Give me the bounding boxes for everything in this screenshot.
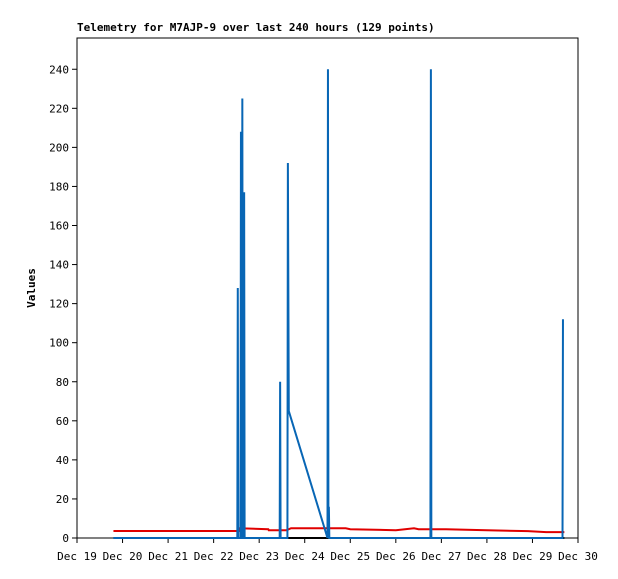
y-tick-label: 220 bbox=[49, 102, 69, 115]
x-tick-label: Dec 28 bbox=[467, 550, 507, 563]
chart-title: Telemetry for M7AJP-9 over last 240 hour… bbox=[77, 21, 435, 34]
y-axis-label: Values bbox=[25, 268, 38, 308]
x-tick-label: Dec 27 bbox=[421, 550, 461, 563]
y-tick-label: 40 bbox=[56, 454, 69, 467]
y-tick-label: 100 bbox=[49, 337, 69, 350]
y-tick-label: 180 bbox=[49, 180, 69, 193]
series-line bbox=[113, 69, 564, 539]
y-tick-label: 60 bbox=[56, 415, 69, 428]
x-tick-label: Dec 30 bbox=[558, 550, 598, 563]
x-tick-label: Dec 25 bbox=[330, 550, 370, 563]
x-tick-label: Dec 20 bbox=[103, 550, 143, 563]
x-tick-label: Dec 29 bbox=[513, 550, 553, 563]
x-tick-label: Dec 26 bbox=[376, 550, 416, 563]
x-tick-label: Dec 24 bbox=[285, 550, 325, 563]
x-tick-label: Dec 21 bbox=[148, 550, 188, 563]
y-tick-label: 0 bbox=[62, 532, 69, 545]
y-tick-label: 140 bbox=[49, 259, 69, 272]
y-tick-label: 80 bbox=[56, 376, 69, 389]
y-tick-label: 200 bbox=[49, 141, 69, 154]
x-tick-label: Dec 19 bbox=[57, 550, 97, 563]
y-tick-label: 240 bbox=[49, 63, 69, 76]
y-tick-label: 160 bbox=[49, 220, 69, 233]
y-tick-label: 120 bbox=[49, 298, 69, 311]
x-tick-label: Dec 22 bbox=[194, 550, 234, 563]
x-tick-label: Dec 23 bbox=[239, 550, 279, 563]
y-tick-label: 20 bbox=[56, 493, 69, 506]
series-line bbox=[113, 527, 565, 534]
